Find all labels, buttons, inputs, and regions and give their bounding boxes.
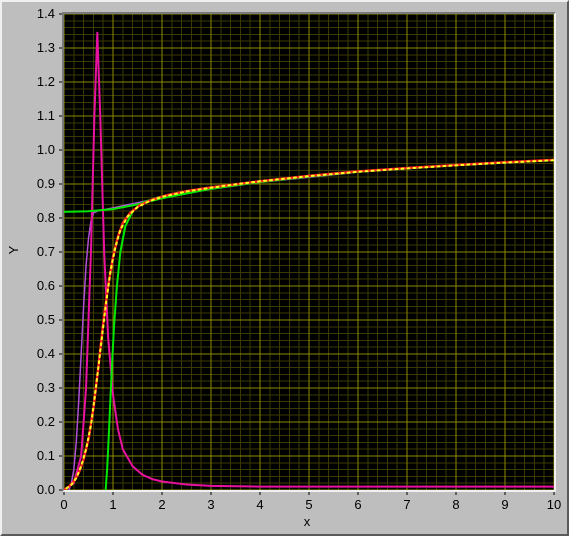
- y-tick-label: 0.0: [37, 482, 55, 497]
- x-tick-label: 6: [354, 497, 361, 512]
- x-tick-label: 1: [109, 497, 116, 512]
- x-tick-label: 3: [207, 497, 214, 512]
- x-tick-label: 7: [403, 497, 410, 512]
- x-tick-label: 9: [501, 497, 508, 512]
- x-tick-label: 10: [547, 497, 561, 512]
- y-tick-label: 1.3: [37, 40, 55, 55]
- y-tick-label: 0.7: [37, 244, 55, 259]
- plot-area: [62, 12, 556, 492]
- x-tick-label: 2: [158, 497, 165, 512]
- y-tick-label: 0.3: [37, 380, 55, 395]
- y-tick-label: 1.4: [37, 6, 55, 21]
- y-tick-label: 1.1: [37, 108, 55, 123]
- y-axis-label: Y: [6, 245, 21, 254]
- x-tick-label: 8: [452, 497, 459, 512]
- y-tick-label: 1.0: [37, 142, 55, 157]
- series-green-s: [106, 160, 554, 490]
- y-tick-label: 0.9: [37, 176, 55, 191]
- y-tick-label: 0.8: [37, 210, 55, 225]
- chart-frame: 0.0 0.1 0.2 0.3 0.4 0.5 0.6 0.7 0.8 0.9 1.0 1.1 1.2 1…: [0, 0, 569, 536]
- x-tick-label: 4: [256, 497, 263, 512]
- y-tick-label: 1.2: [37, 74, 55, 89]
- y-tick-label: 0.5: [37, 312, 55, 327]
- plot-svg: [64, 14, 554, 490]
- y-tick-label: 0.2: [37, 414, 55, 429]
- y-tick-label: 0.6: [37, 278, 55, 293]
- series-yellow-dots: [66, 160, 554, 488]
- series-purple: [69, 160, 554, 490]
- x-tick-label: 5: [305, 497, 312, 512]
- y-tick-label: 0.1: [37, 448, 55, 463]
- x-tick-label: 0: [60, 497, 67, 512]
- x-axis-label: x: [304, 514, 311, 529]
- y-tick-label: 0.4: [37, 346, 55, 361]
